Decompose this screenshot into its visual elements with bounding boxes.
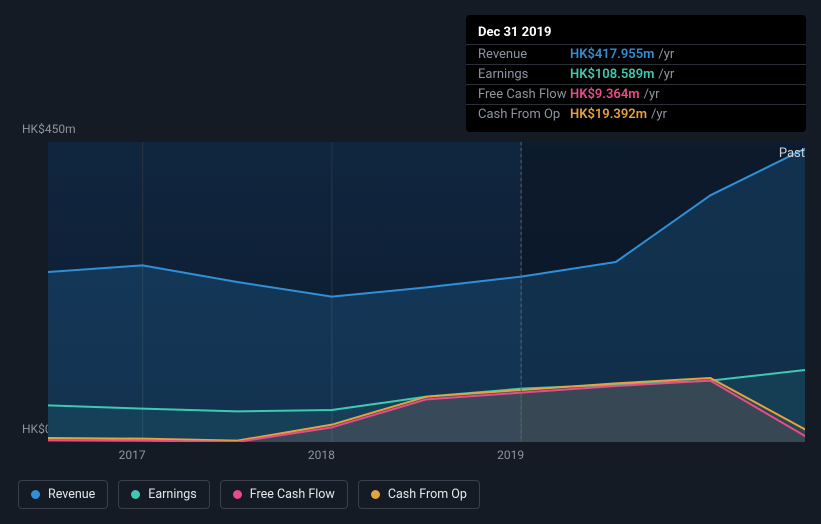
- legend: Revenue Earnings Free Cash Flow Cash From O…: [18, 480, 480, 509]
- chart-plot-area[interactable]: [48, 142, 805, 442]
- legend-dot-icon: [233, 490, 242, 499]
- tooltip-value: HK$108.589m: [570, 67, 654, 82]
- x-tick-label: 2019: [497, 448, 524, 462]
- past-label: Past: [779, 146, 805, 161]
- chart-tooltip: Dec 31 2019 Revenue HK$417.955m /yr Earn…: [466, 15, 806, 132]
- legend-label: Revenue: [48, 487, 95, 502]
- tooltip-label: Free Cash Flow: [478, 87, 570, 102]
- tooltip-row-fcf: Free Cash Flow HK$9.364m /yr: [466, 84, 806, 104]
- chart-svg: [48, 142, 805, 442]
- tooltip-unit: /yr: [644, 87, 660, 102]
- tooltip-unit: /yr: [658, 67, 674, 82]
- tooltip-unit: /yr: [651, 107, 667, 122]
- legend-item-cash-from-op[interactable]: Cash From Op: [358, 480, 480, 509]
- x-tick-label: 2018: [308, 448, 335, 462]
- tooltip-row-revenue: Revenue HK$417.955m /yr: [466, 44, 806, 64]
- tooltip-date: Dec 31 2019: [466, 23, 806, 44]
- tooltip-label: Cash From Op: [478, 107, 570, 122]
- legend-item-earnings[interactable]: Earnings: [118, 480, 209, 509]
- legend-item-revenue[interactable]: Revenue: [18, 480, 108, 509]
- legend-label: Earnings: [148, 487, 196, 502]
- legend-item-free-cash-flow[interactable]: Free Cash Flow: [220, 480, 348, 509]
- tooltip-unit: /yr: [658, 47, 674, 62]
- tooltip-value: HK$19.392m: [570, 107, 647, 122]
- x-axis-labels: 2017 2018 2019: [38, 448, 805, 464]
- tooltip-value: HK$9.364m: [570, 87, 640, 102]
- x-tick-label: 2017: [119, 448, 146, 462]
- tooltip-row-cashop: Cash From Op HK$19.392m /yr: [466, 104, 806, 124]
- legend-dot-icon: [31, 490, 40, 499]
- tooltip-value: HK$417.955m: [570, 47, 654, 62]
- tooltip-label: Revenue: [478, 47, 570, 62]
- legend-dot-icon: [371, 490, 380, 499]
- y-axis-max-label: HK$450m: [22, 122, 76, 136]
- legend-label: Free Cash Flow: [250, 487, 335, 502]
- legend-label: Cash From Op: [388, 487, 467, 502]
- tooltip-label: Earnings: [478, 67, 570, 82]
- tooltip-row-earnings: Earnings HK$108.589m /yr: [466, 64, 806, 84]
- legend-dot-icon: [131, 490, 140, 499]
